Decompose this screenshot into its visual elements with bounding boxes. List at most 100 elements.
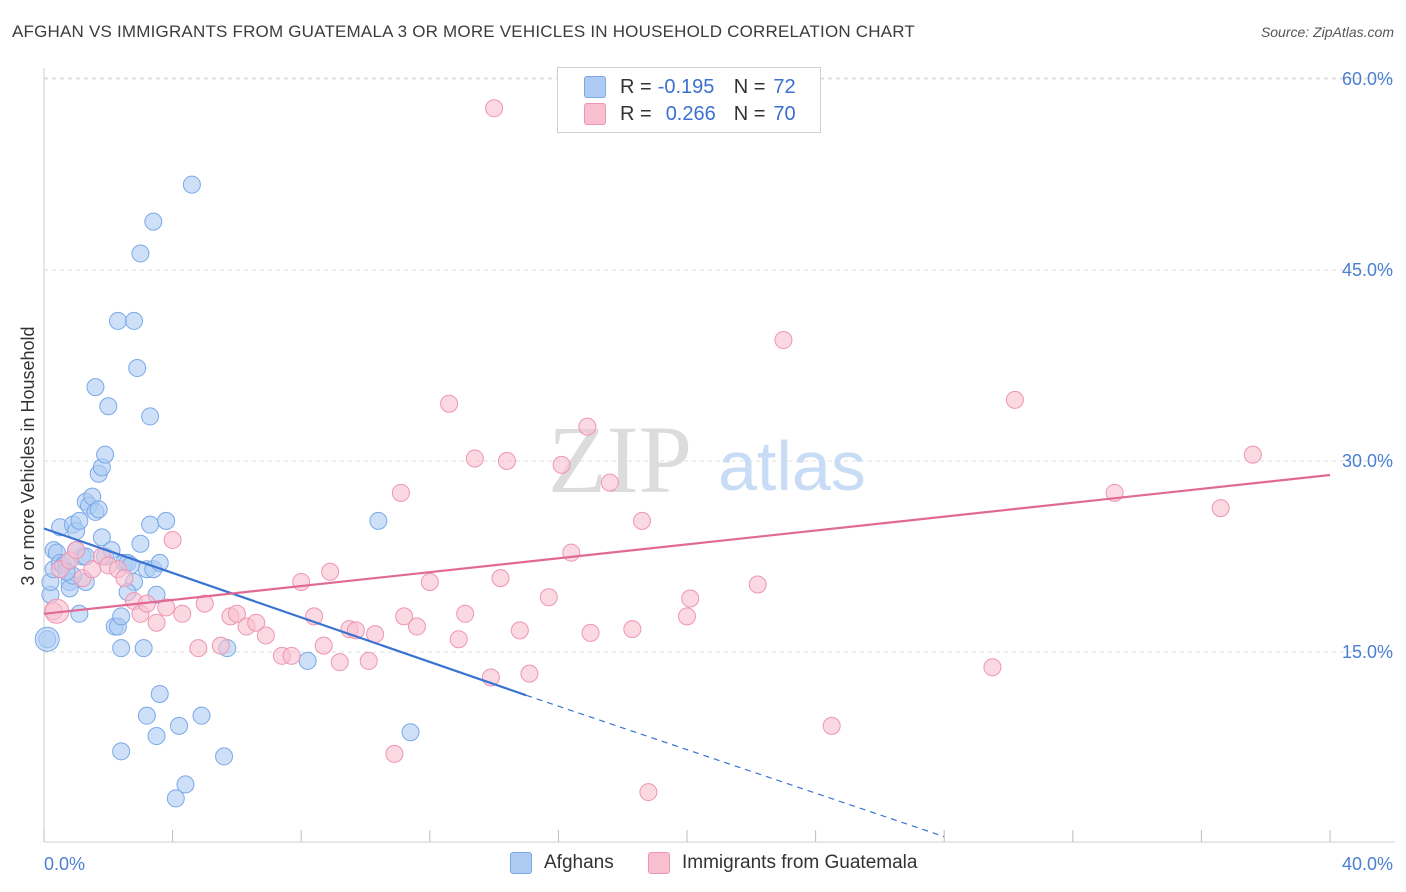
afghan-point [70,511,89,530]
guatemala-point [420,572,439,591]
guatemala-point [578,417,597,436]
guatemala-point [681,589,700,608]
afghan-point [108,311,127,330]
legend-n-value: 72 [773,75,796,98]
guatemala-point [395,607,414,626]
afghan-point [215,747,234,766]
guatemala-point [147,613,166,632]
afghans-trendline-extension [526,694,945,838]
tick-labels: 15.0% 30.0% 45.0% 60.0% 0.0% 40.0% [44,69,1393,874]
afghan-point [170,716,189,735]
guatemala-point [678,607,696,626]
afghan-point [141,515,160,534]
guatemala-point [632,511,651,530]
afghan-point [182,175,201,194]
source-credit: Source: ZipAtlas.com [1260,24,1394,40]
guatemala-point [623,620,642,639]
afghan-point [128,359,147,378]
afghan-point [112,639,131,658]
guatemala-point [163,530,182,549]
y-tick-label: 45.0% [1342,260,1393,280]
afghan-point [401,723,420,742]
grid-lines [44,77,1395,653]
trendlines [43,473,1331,838]
guatemala-point [195,594,214,613]
guatemala-point [256,626,275,645]
y-tick-label: 30.0% [1342,451,1393,471]
legend-label-guatemala: Immigrants from Guatemala [682,852,918,873]
guatemala-point [1243,445,1262,464]
guatemala-point [314,636,333,655]
guatemala-point [189,639,208,658]
guatemala-trendline [43,473,1331,615]
legend-n-label: N = [733,75,766,98]
afghan-point [147,727,166,746]
legend-r-value: -0.195 [657,75,715,98]
guatemala-point [330,653,349,672]
afghan-point [131,534,150,553]
watermark-zip: ZIP [548,406,692,513]
x-tick-label: 40.0% [1342,854,1393,874]
chart-title: AFGHAN VS IMMIGRANTS FROM GUATEMALA 3 OR… [12,22,916,41]
guatemala-point [115,569,134,588]
afghan-point [150,685,169,704]
guatemala-point [385,744,404,763]
legend-row-guatemala: R = 0.266 N = 70 [584,101,796,127]
guatemala-point [247,613,266,632]
afghan-point [144,212,163,231]
afghan-point [99,397,118,416]
guatemala-point [173,604,192,623]
guatemala-point [282,646,301,665]
legend-swatch-pink [584,103,606,125]
guatemala-point [456,604,475,623]
guatemala-point [67,541,86,560]
guatemala-point [485,99,504,118]
guatemala-point [211,636,230,655]
guatemala-point [407,617,426,636]
guatemala-point [1005,390,1024,409]
afghan-point [89,500,108,519]
guatemala-point [391,483,410,502]
axes [43,68,1395,843]
afghan-point [125,311,144,330]
legend-swatch-pink [648,852,670,874]
legend-n-label: N = [733,102,766,125]
guatemala-point [552,455,571,474]
legend-label-afghans: Afghans [544,852,614,873]
guatemala-point [227,604,246,623]
afghan-point [141,407,160,426]
legend-r-label: R = [620,75,652,98]
guatemala-point [748,575,767,594]
stats-legend: R = -0.195 N = 72 R = 0.266 N = 70 [557,67,821,133]
legend-r-label: R = [620,102,652,125]
guatemala-point [822,716,841,735]
guatemala-point [491,569,510,588]
legend-n-value: 70 [773,102,796,125]
guatemala-point [581,623,600,642]
afghan-point [369,511,388,530]
guatemala-point [449,630,468,649]
legend-row-afghans: R = -0.195 N = 72 [584,74,796,100]
afghan-point [166,789,185,808]
guatemala-point [292,572,311,591]
x-tick-label: 0.0% [44,854,85,874]
watermark-atlas: atlas [718,427,866,505]
legend-item-guatemala: Immigrants from Guatemala [648,852,917,874]
afghan-point [137,706,156,725]
watermark: ZIP atlas [548,406,866,513]
guatemala-point [639,783,658,802]
afghan-point [34,626,60,652]
y-axis-label: 3 or more Vehicles in Household [18,326,38,585]
series-legend: Afghans Immigrants from Guatemala [0,852,1406,878]
afghan-point [112,742,131,761]
legend-r-value: 0.266 [665,102,716,125]
guatemala-point [440,394,459,413]
afghan-point [70,604,89,623]
afghan-point [298,651,317,670]
guatemala-point [321,562,340,581]
y-tick-label: 60.0% [1342,69,1393,89]
guatemala-point [157,598,176,617]
afghan-point [96,445,115,464]
legend-item-afghans: Afghans [510,852,614,874]
